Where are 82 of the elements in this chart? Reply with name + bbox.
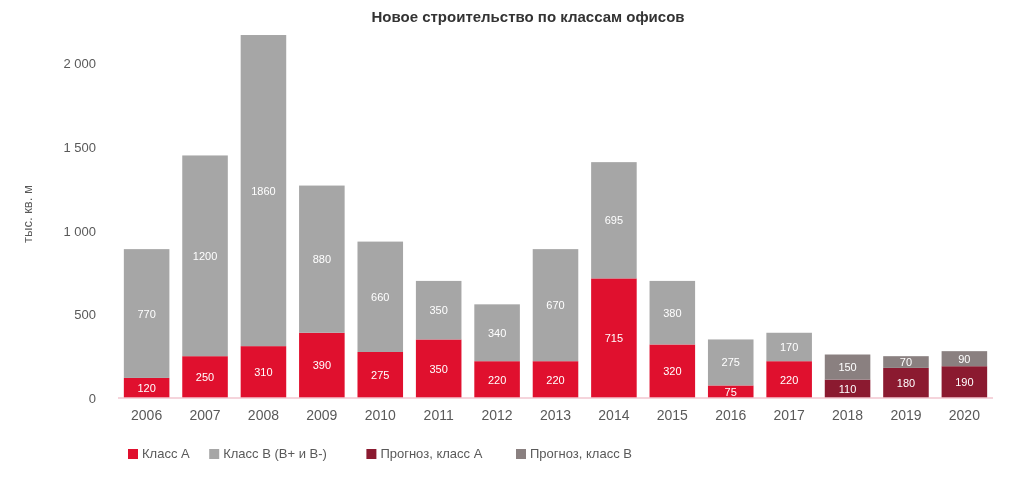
- data-label: 715: [604, 332, 624, 345]
- data-label: 150: [838, 361, 857, 374]
- data-label: 90: [958, 352, 971, 365]
- data-label: 695: [604, 214, 624, 227]
- bar: [182, 356, 228, 398]
- y-tick-label: 1 500: [63, 140, 96, 156]
- x-tick-label: 2007: [189, 407, 221, 423]
- x-tick-label: 2015: [656, 407, 689, 423]
- data-label: 110: [838, 382, 857, 395]
- bar: [707, 339, 754, 386]
- bar: [415, 280, 462, 340]
- x-tick-label: 2011: [423, 407, 454, 423]
- data-label: 880: [312, 253, 332, 266]
- bar: [941, 366, 988, 398]
- y-tick-label: 500: [74, 307, 96, 323]
- x-tick-label: 2014: [598, 407, 630, 423]
- bar: [649, 344, 696, 398]
- data-label: 250: [195, 371, 215, 384]
- bar: [591, 162, 637, 279]
- data-label: 1860: [251, 184, 276, 197]
- legend-label: Класс В (В+ и В-): [223, 446, 327, 461]
- data-label: 670: [546, 299, 565, 312]
- data-label: 390: [312, 359, 332, 372]
- data-label: 380: [663, 306, 682, 319]
- legend-label: Прогноз, класс А: [380, 446, 483, 461]
- data-label: 1200: [192, 249, 218, 262]
- legend-label: Прогноз, класс В: [530, 446, 632, 461]
- data-label: 190: [955, 376, 974, 389]
- bar: [357, 352, 404, 398]
- data-label: 220: [487, 373, 507, 386]
- data-label: 320: [663, 365, 682, 378]
- x-tick-label: 2016: [715, 407, 747, 423]
- chart-title: Новое строительство по классам офисов: [371, 8, 685, 25]
- data-label: 770: [137, 307, 156, 320]
- data-label: 70: [899, 356, 913, 369]
- x-tick-label: 2006: [131, 407, 163, 423]
- bar: [532, 249, 579, 362]
- x-tick-label: 2013: [539, 407, 572, 423]
- bar: [357, 241, 404, 352]
- data-label: 220: [546, 373, 565, 386]
- data-label: 350: [429, 362, 448, 375]
- bar: [182, 155, 228, 357]
- bar: [240, 35, 287, 347]
- bar: [883, 367, 929, 398]
- data-label: 275: [371, 369, 390, 381]
- x-tick-label: 2017: [773, 407, 805, 423]
- bar: [299, 185, 345, 333]
- bar: [824, 354, 871, 380]
- legend-label: Класс А: [142, 446, 190, 461]
- x-tick-label: 2010: [364, 407, 397, 423]
- x-tick-label: 2018: [831, 407, 864, 423]
- data-label: 75: [724, 385, 737, 398]
- bar: [474, 304, 520, 362]
- data-label: 120: [137, 381, 156, 394]
- x-tick-label: 2019: [890, 407, 922, 423]
- bar: [240, 346, 287, 398]
- data-label: 180: [896, 376, 916, 389]
- data-label: 275: [721, 356, 740, 369]
- bar: [532, 361, 579, 398]
- bar: [649, 280, 696, 345]
- x-tick-label: 2020: [948, 407, 981, 423]
- data-label: 660: [371, 290, 390, 303]
- x-tick-label: 2009: [306, 407, 338, 423]
- x-tick-label: 2012: [481, 407, 513, 423]
- y-tick-label: 2 000: [63, 56, 96, 72]
- bar: [883, 356, 929, 368]
- bar: [591, 278, 637, 398]
- bar: [474, 361, 520, 398]
- y-tick-label: 0: [88, 391, 96, 406]
- bar: [299, 332, 345, 398]
- bar: [415, 339, 462, 398]
- data-label: 170: [779, 340, 799, 353]
- data-label: 340: [487, 326, 507, 339]
- data-label: 310: [254, 366, 273, 379]
- bar: [123, 249, 170, 378]
- data-label: 350: [429, 304, 448, 317]
- x-tick-label: 2008: [247, 407, 280, 423]
- y-axis-title: тыс. кв. м: [20, 185, 35, 243]
- data-label: 220: [779, 373, 799, 386]
- bar: [766, 361, 812, 398]
- bar: [766, 332, 812, 362]
- y-tick-label: 1 000: [63, 223, 96, 239]
